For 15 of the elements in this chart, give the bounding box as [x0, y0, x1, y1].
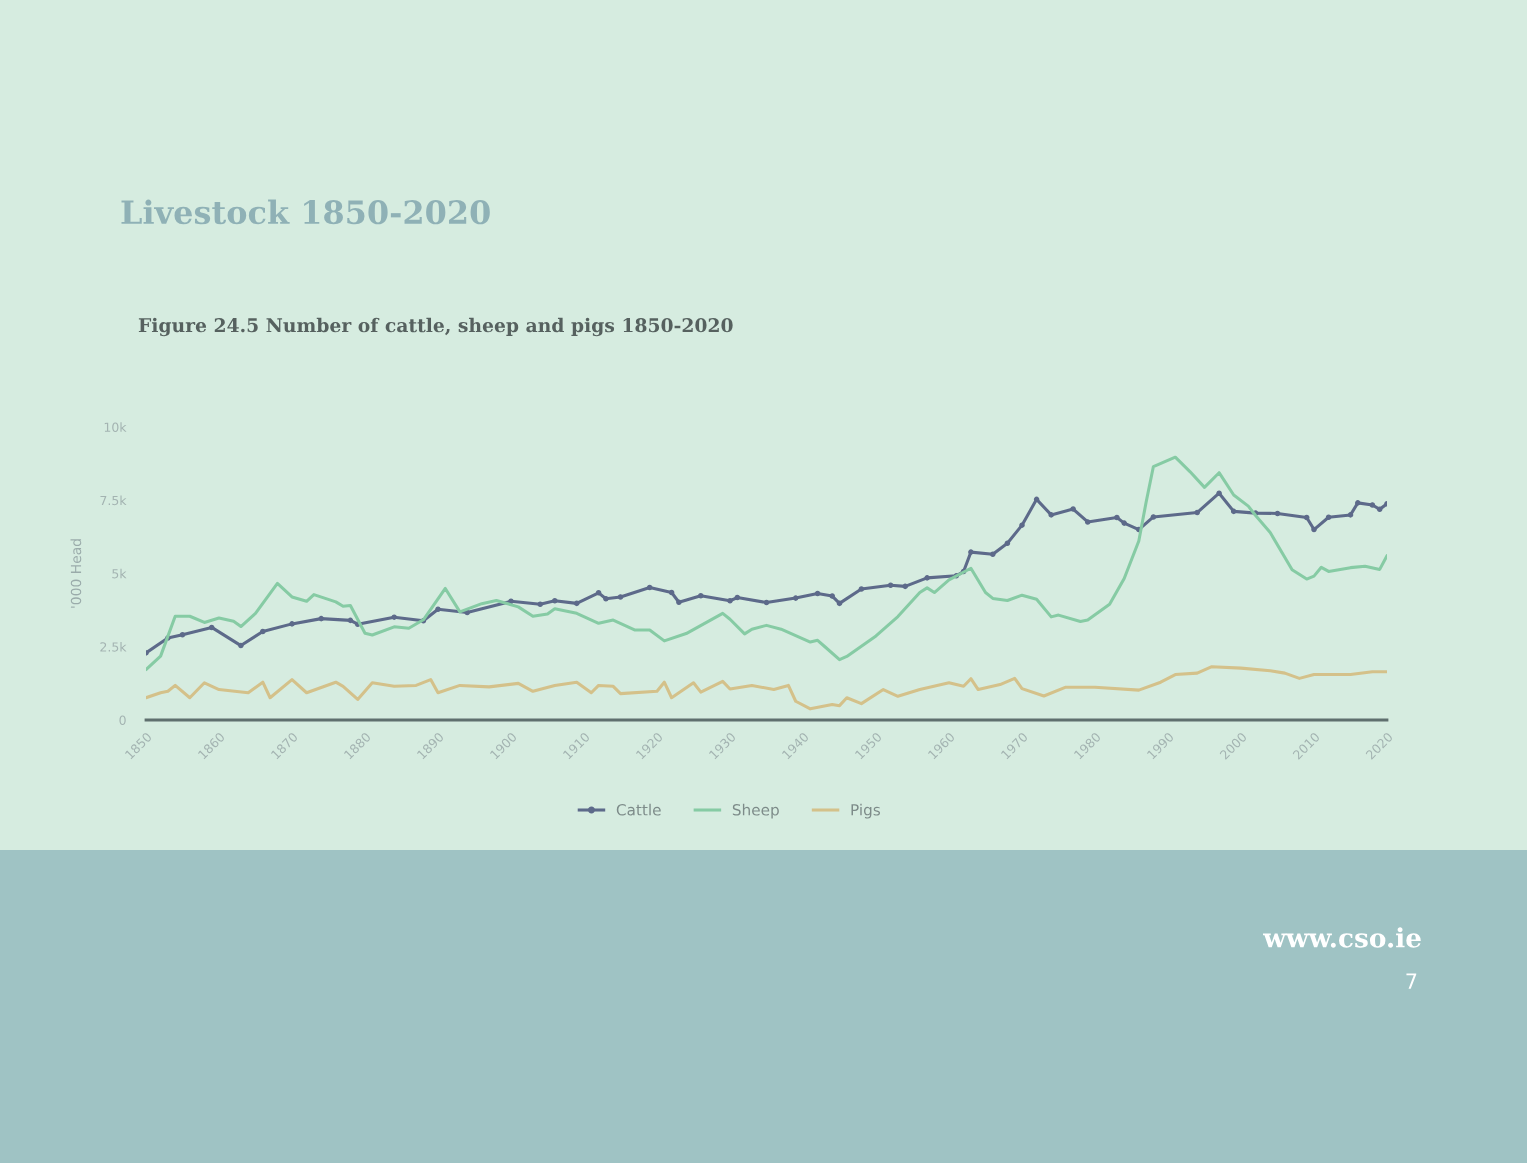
legend-label: Pigs: [851, 803, 881, 819]
legend-label: Sheep: [732, 803, 779, 819]
text: 7: [1406, 973, 1417, 989]
text: www.cso.ie: [1263, 927, 1421, 948]
y-axis-title: '000 Head: [70, 539, 82, 608]
line-series: [146, 665, 1387, 711]
line-series: [146, 455, 1387, 672]
y-tick-label: 0: [119, 715, 126, 725]
y-tick-label: 10k: [104, 422, 127, 432]
legend-label: Cattle: [616, 803, 661, 816]
chart-title: Livestock 1850-2020: [121, 199, 490, 225]
y-tick-label: 7.5k: [100, 495, 127, 506]
y-tick-label: 2.5k: [100, 642, 127, 652]
y-tick-label: 5k: [112, 568, 127, 579]
chart-subtitle: Figure 24.5 Number of cattle, sheep and pigs 1850-2020: [138, 317, 733, 337]
